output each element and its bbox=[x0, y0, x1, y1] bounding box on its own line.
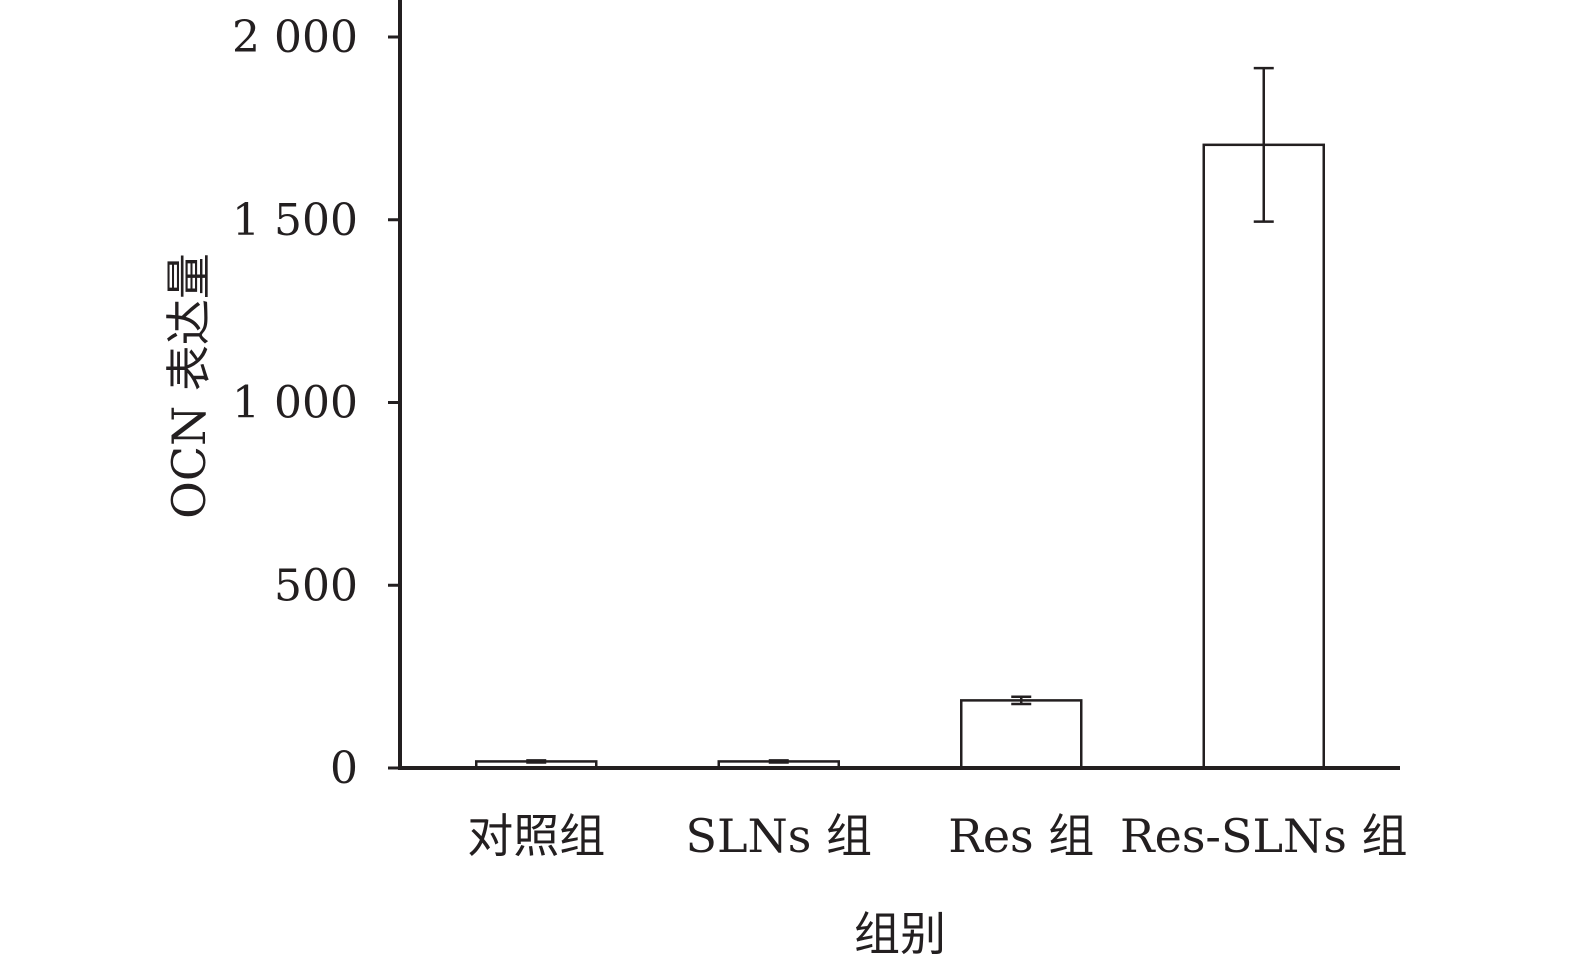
axes-layer bbox=[398, 0, 1400, 770]
x-category-label: Res-SLNs 组 bbox=[1120, 809, 1408, 863]
bar bbox=[1202, 143, 1325, 770]
y-tick-label: 2 000 bbox=[232, 12, 358, 63]
y-tick-label: 0 bbox=[330, 743, 358, 794]
bar bbox=[960, 699, 1083, 770]
y-axis-title: OCN 表达量 bbox=[162, 253, 216, 519]
y-ticks-layer: 0 500 1 000 1 500 2 000 bbox=[232, 12, 400, 794]
x-category-label: 对照组 bbox=[467, 809, 605, 863]
y-tick-label: 1 000 bbox=[232, 378, 358, 429]
bars-layer bbox=[475, 143, 1325, 770]
x-axis-title: 组别 bbox=[854, 907, 946, 961]
y-tick-label: 1 500 bbox=[232, 195, 358, 246]
x-category-label: Res 组 bbox=[948, 809, 1094, 863]
x-category-labels: 对照组 SLNs 组 Res 组 Res-SLNs 组 bbox=[467, 809, 1407, 863]
error-bars-layer bbox=[526, 66, 1274, 764]
y-tick-label: 500 bbox=[274, 560, 358, 611]
x-category-label: SLNs 组 bbox=[685, 809, 872, 863]
